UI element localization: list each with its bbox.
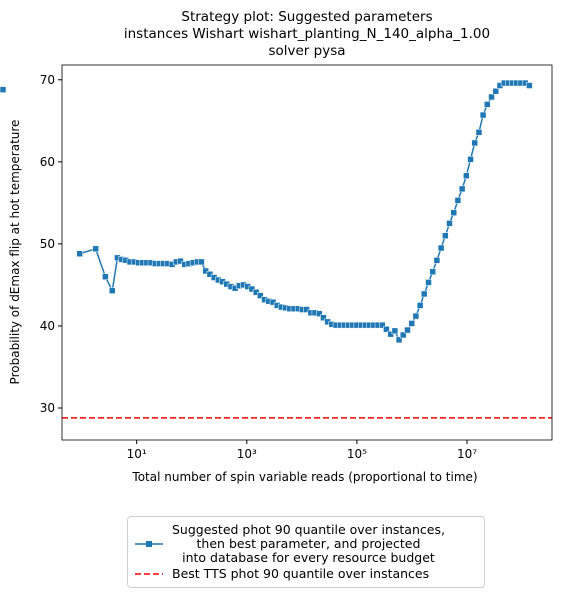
data-point — [177, 257, 184, 265]
data-point — [463, 172, 470, 180]
plot-frame — [61, 64, 553, 441]
data-point — [248, 285, 256, 293]
chart-title: Strategy plot: Suggested parameters inst… — [123, 9, 491, 59]
legend-marker — [146, 541, 152, 547]
data-point — [202, 267, 209, 275]
data-point — [76, 250, 83, 257]
x-tick-label: 10⁵ — [347, 447, 367, 461]
data-point — [492, 88, 500, 95]
data-point — [399, 331, 407, 339]
x-tick-label: 10¹ — [127, 447, 147, 461]
y-tick-label: 70 — [40, 73, 55, 87]
y-tick-label: 30 — [40, 401, 55, 415]
legend-entry: Best TTS phot 90 quantile over instances — [134, 567, 478, 581]
x-axis-label: Total number of spin variable reads (pro… — [131, 470, 477, 484]
data-point — [412, 312, 420, 320]
data-point — [391, 327, 399, 335]
series-line — [79, 82, 530, 342]
data-point — [408, 320, 415, 327]
legend-swatch — [135, 573, 163, 575]
data-point — [379, 321, 386, 329]
y-tick-label: 60 — [40, 155, 55, 169]
data-point — [437, 244, 445, 252]
data-point — [102, 273, 109, 280]
legend-label: Suggested phot 90 quantile over instance… — [172, 522, 445, 565]
data-point — [488, 93, 495, 101]
data-point — [467, 156, 474, 163]
legend-label: Best TTS phot 90 quantile over instances — [172, 566, 430, 581]
data-point — [92, 245, 99, 253]
data-point — [269, 298, 277, 306]
data-point — [450, 209, 457, 216]
data-point — [458, 185, 466, 193]
legend: Suggested phot 90 quantile over instance… — [127, 516, 485, 588]
data-point — [109, 287, 116, 294]
data-point — [475, 129, 483, 136]
legend-swatch — [135, 541, 163, 547]
data-point — [395, 336, 403, 344]
x-tick-label: 10³ — [237, 447, 257, 461]
data-point — [471, 139, 478, 147]
y-tick-label: 50 — [40, 237, 55, 251]
legend-entry: Suggested phot 90 quantile over instance… — [134, 523, 478, 565]
data-point — [387, 330, 394, 338]
data-point — [526, 82, 533, 89]
data-point — [252, 289, 260, 296]
data-point — [442, 232, 449, 239]
y-axis-label: Probability of dEmax flip at hot tempera… — [8, 120, 22, 385]
data-point — [315, 310, 323, 317]
data-point — [320, 314, 327, 321]
data-point — [206, 270, 214, 278]
data-point — [433, 257, 441, 264]
data-point — [429, 268, 436, 276]
data-point — [198, 258, 205, 266]
data-point — [0, 86, 7, 93]
data-point — [257, 292, 264, 299]
data-point — [383, 325, 390, 333]
data-point — [416, 302, 424, 309]
data-point — [454, 197, 462, 204]
data-point — [479, 111, 487, 119]
data-point — [446, 220, 453, 227]
x-tick-label: 10⁷ — [457, 447, 477, 461]
data-point — [484, 101, 491, 108]
data-point — [425, 279, 432, 286]
data-point — [404, 326, 411, 334]
data-point — [303, 306, 310, 313]
y-tick-label: 40 — [40, 319, 55, 333]
data-point — [420, 290, 428, 298]
